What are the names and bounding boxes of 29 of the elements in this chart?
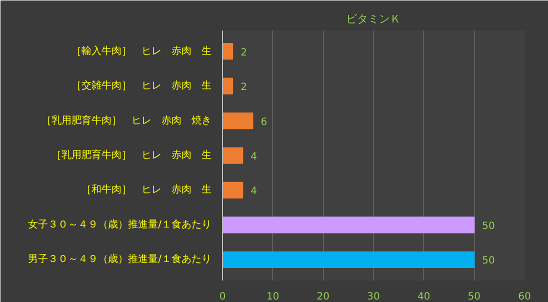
bar xyxy=(222,43,234,60)
x-tick-label: 10 xyxy=(266,292,280,302)
data-label: 6 xyxy=(260,116,268,128)
data-label: 2 xyxy=(240,47,247,58)
x-tick-label: 30 xyxy=(367,292,380,302)
bar xyxy=(222,216,475,234)
bar xyxy=(222,251,475,268)
y-tick-label: 男子３０～４９（歳）推進量/１食あたり xyxy=(28,253,212,266)
y-tick-label: 女子３０～４９（歳）推進量/１食あたり xyxy=(28,218,212,230)
chart-title: ビタミンＫ xyxy=(346,12,401,26)
data-label: 50 xyxy=(482,256,495,267)
y-tick-label: ［交雑牛肉］ ヒレ 赤肉 生 xyxy=(72,80,212,92)
x-tick-label: 40 xyxy=(417,292,430,302)
y-tick-label: ［乳用肥育牛肉］ ヒレ 赤肉 生 xyxy=(52,149,212,161)
x-tick-label: 60 xyxy=(518,292,531,302)
bar xyxy=(222,78,234,94)
x-tick-label: 0 xyxy=(219,292,226,302)
x-tick-label: 50 xyxy=(468,292,481,302)
bar xyxy=(222,182,244,199)
y-tick-label: ［和牛肉］ ヒレ 赤肉 生 xyxy=(82,184,212,196)
y-tick-label: ［輸入牛肉］ ヒレ 赤肉 生 xyxy=(72,44,212,57)
bar xyxy=(222,147,244,164)
x-tick-label: 20 xyxy=(316,292,330,302)
data-label: 2 xyxy=(240,82,247,94)
data-label: 50 xyxy=(482,220,495,232)
data-label: 4 xyxy=(250,186,258,198)
bar xyxy=(222,112,254,130)
data-label: 4 xyxy=(250,152,258,162)
y-tick-label: ［乳用肥育牛肉］ ヒレ 赤肉 焼き xyxy=(42,114,212,126)
